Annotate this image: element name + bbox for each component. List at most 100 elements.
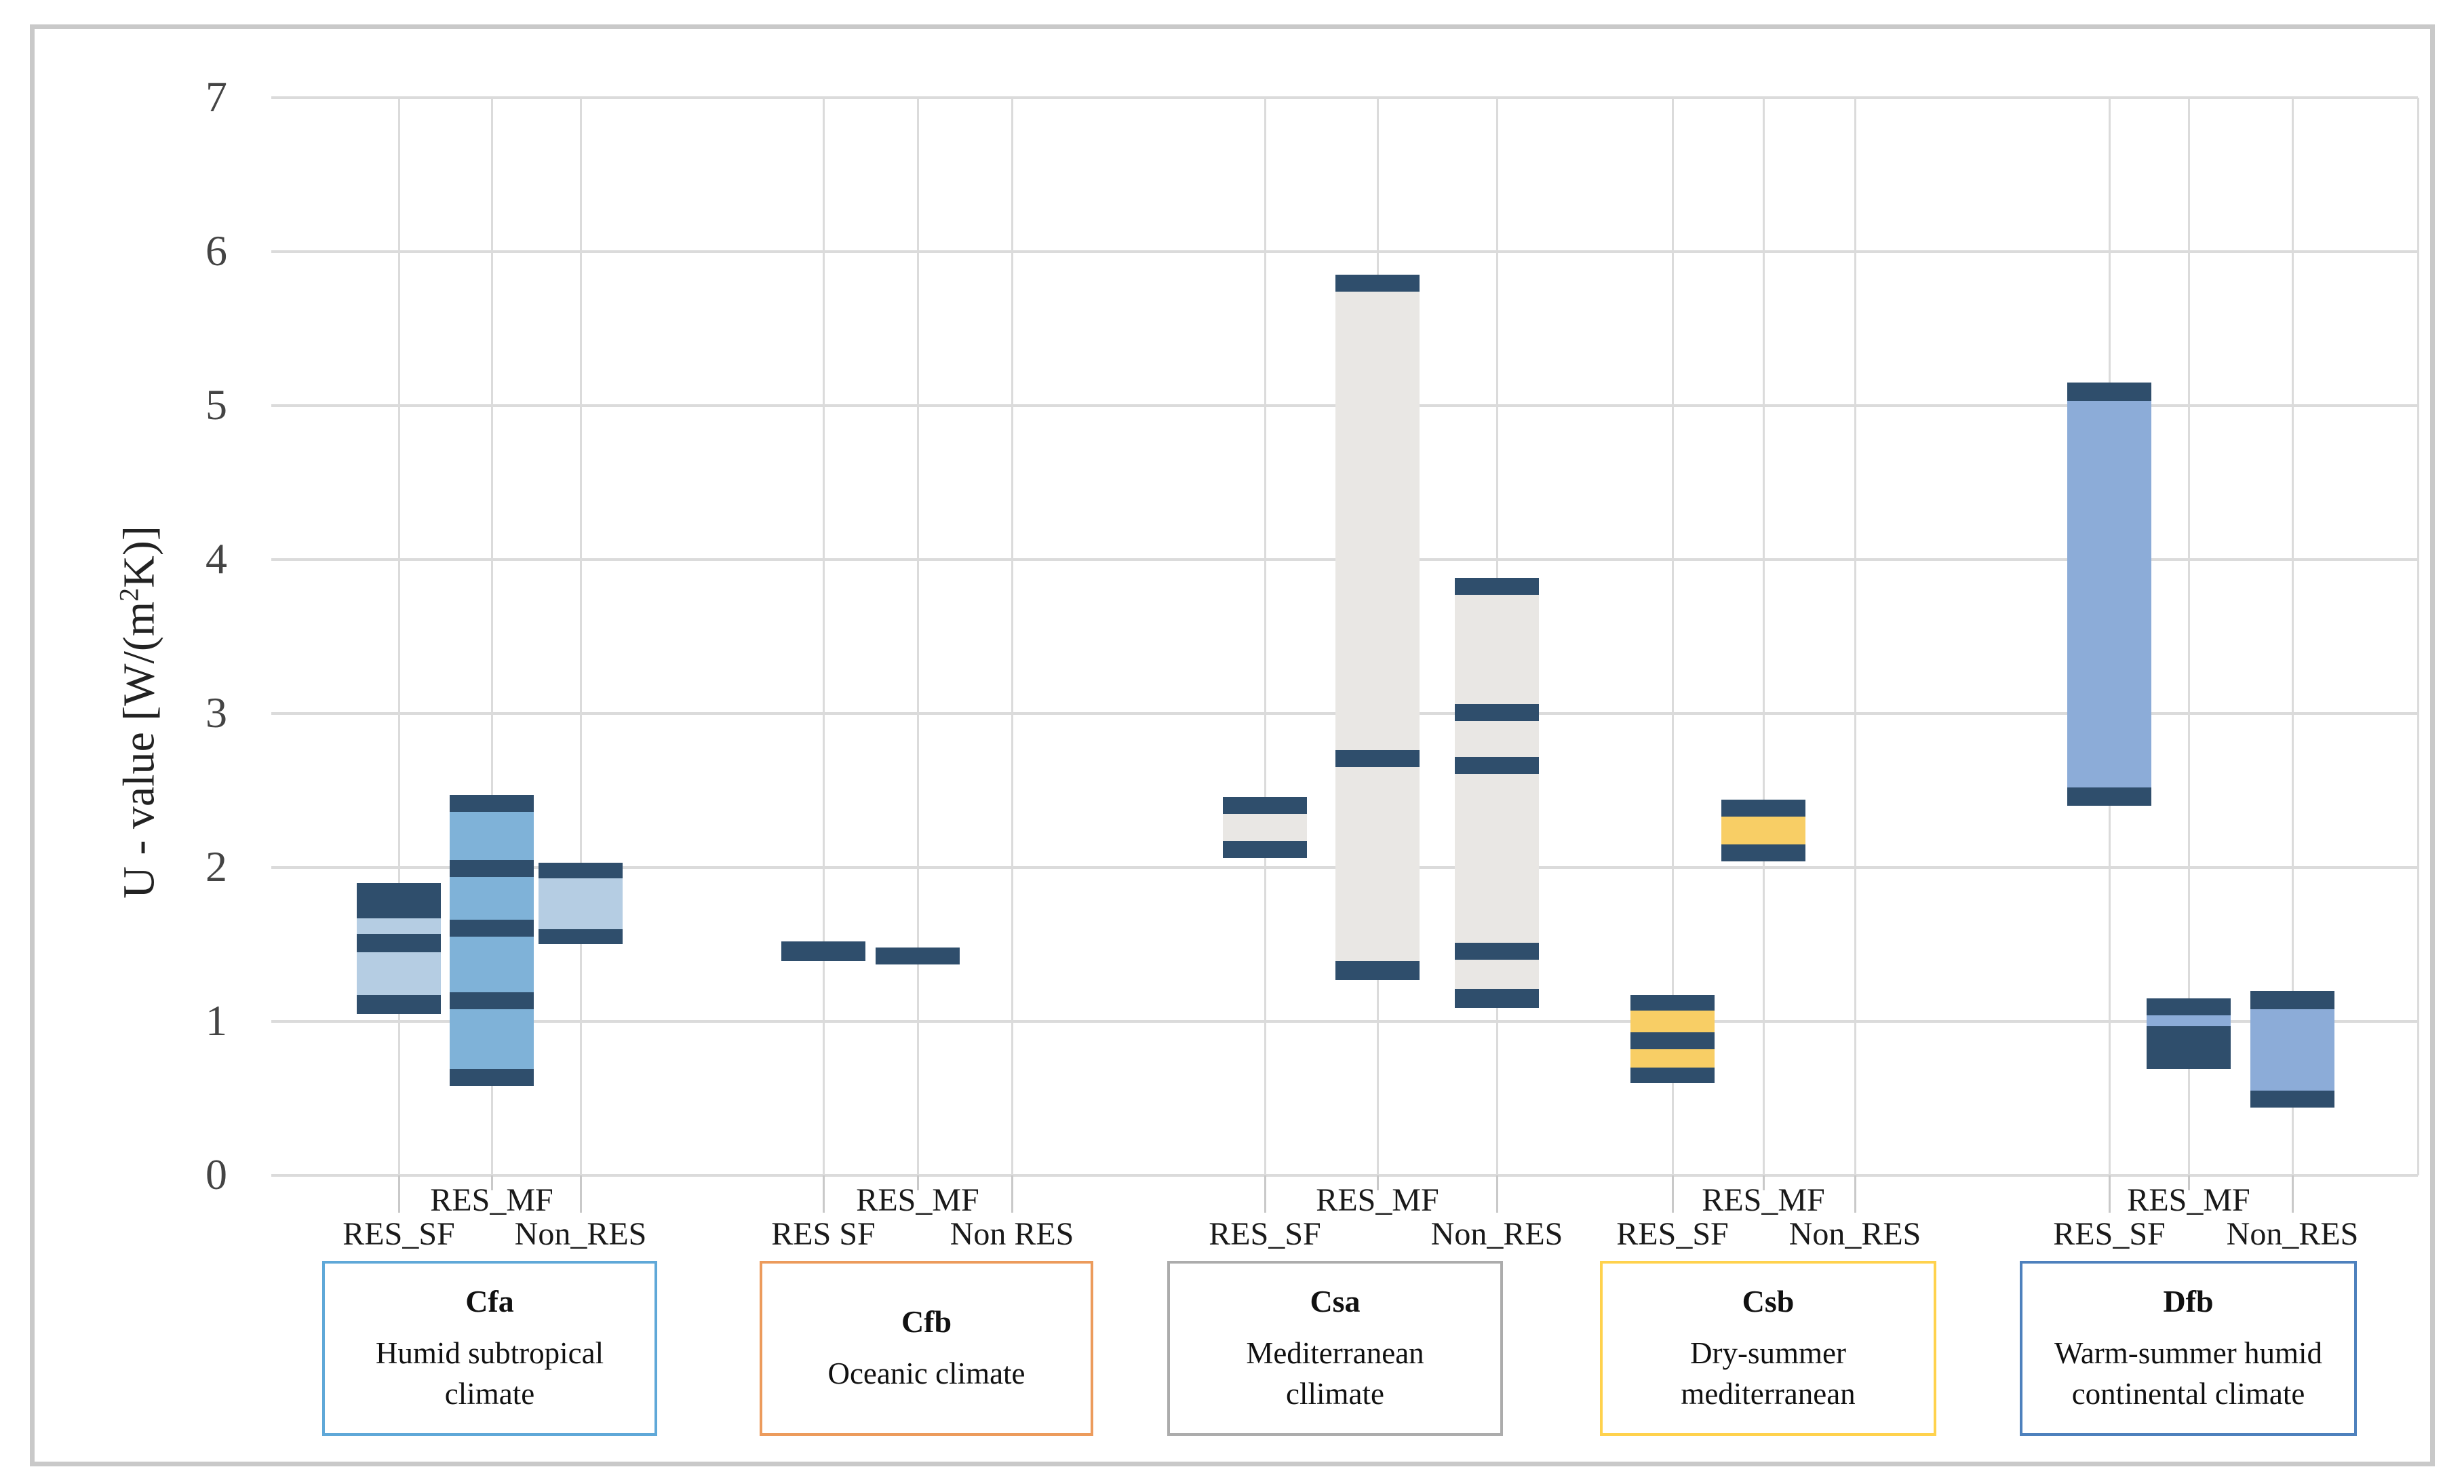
group-desc-Csb-line-0: Dry-summer [1690, 1336, 1846, 1370]
gridline-y-7 [271, 96, 2418, 99]
value-band-Csb-RES_SF-2 [1630, 1068, 1715, 1083]
value-band-Dfb-Non_RES-1 [2250, 1091, 2334, 1108]
group-desc-Csa-line-0: Mediterranean [1246, 1336, 1424, 1370]
value-band-Cfb-RES_SF-0 [781, 941, 865, 962]
gridline-x-1 [491, 98, 493, 1175]
value-band-Cfa-RES_MF-4 [450, 1069, 534, 1087]
value-band-Cfb-RES_MF-0 [876, 948, 960, 964]
figure-border [30, 24, 2435, 1466]
x-label-Csb-mid: RES_MF [1702, 1182, 1825, 1218]
value-band-Cfa-RES_SF-0 [357, 882, 441, 918]
x-label-Csb-right: Non_RES [1788, 1216, 1921, 1252]
value-band-Csa-RES_MF-2 [1335, 961, 1420, 980]
x-label-Dfb-mid: RES_MF [2127, 1182, 2250, 1218]
value-band-Csa-Non_RES-2 [1455, 756, 1539, 774]
value-band-Cfa-RES_MF-3 [450, 992, 534, 1009]
y-tick-label-7: 7 [206, 73, 227, 121]
x-tick-3-1 [1763, 1175, 1765, 1190]
value-band-Dfb-RES_SF-0 [2067, 382, 2151, 402]
range-box-Cfa-RES_MF [450, 795, 534, 1087]
value-band-Csa-Non_RES-3 [1455, 943, 1539, 960]
x-tick-0-2 [580, 1175, 582, 1213]
x-label-Cfa-left: RES_SF [343, 1216, 455, 1252]
gridline-x-6 [1264, 98, 1266, 1175]
gridline-x-3 [823, 98, 825, 1175]
group-desc-Cfb-line-0: Oceanic climate [827, 1356, 1025, 1390]
x-label-Cfa-right: Non_RES [514, 1216, 647, 1252]
range-box-Csa-RES_MF [1335, 275, 1420, 980]
value-band-Dfb-RES_SF-1 [2067, 787, 2151, 806]
value-band-Csa-RES_SF-0 [1223, 796, 1307, 814]
x-tick-0-1 [491, 1175, 493, 1190]
y-tick-label-0: 0 [206, 1150, 227, 1198]
x-tick-4-1 [2188, 1175, 2190, 1190]
range-box-Dfb-RES_SF [2067, 382, 2151, 806]
value-band-Csa-RES_SF-1 [1223, 841, 1307, 859]
group-desc-Csb-line-1: mediterranean [1681, 1377, 1856, 1411]
x-tick-3-0 [1672, 1175, 1674, 1213]
value-band-Dfb-RES_MF-1 [2147, 1026, 2231, 1070]
x-label-Cfb-right: Non RES [950, 1216, 1074, 1252]
value-band-Csb-RES_SF-1 [1630, 1032, 1715, 1049]
group-box-Csa: Csa Mediterranean cllimate [1167, 1261, 1503, 1436]
y-tick-label-5: 5 [206, 380, 227, 429]
value-band-Cfa-RES_SF-2 [357, 995, 441, 1014]
value-band-Csb-RES_MF-1 [1721, 844, 1805, 861]
group-desc-Dfb-line-0: Warm-summer humid [2054, 1336, 2323, 1370]
value-band-Cfa-RES_MF-1 [450, 859, 534, 877]
x-tick-1-2 [1011, 1175, 1013, 1213]
group-desc-Cfa-line-1: climate [444, 1377, 535, 1411]
gridline-x-4 [917, 98, 919, 1175]
value-band-Csa-RES_MF-0 [1335, 275, 1420, 292]
x-tick-4-0 [2109, 1175, 2111, 1213]
group-box-Csb: Csb Dry-summer mediterranean [1600, 1261, 1936, 1436]
group-box-Dfb: Dfb Warm-summer humid continental climate [2020, 1261, 2357, 1436]
value-band-Dfb-RES_MF-0 [2147, 998, 2231, 1015]
group-title-Cfa: Cfa [465, 1284, 514, 1319]
gridline-x-9 [1672, 98, 1674, 1175]
group-title-Cfb: Cfb [901, 1304, 952, 1339]
group-title-Csa: Csa [1310, 1284, 1361, 1319]
x-label-Csa-mid: RES_MF [1316, 1182, 1439, 1218]
value-band-Csa-RES_MF-1 [1335, 750, 1420, 768]
gridline-x-10 [1763, 98, 1765, 1175]
x-label-Csa-right: Non_RES [1430, 1216, 1563, 1252]
x-tick-0-0 [398, 1175, 400, 1213]
x-tick-2-1 [1377, 1175, 1379, 1190]
x-tick-2-0 [1264, 1175, 1266, 1213]
group-desc-Csa-line-1: cllimate [1286, 1377, 1384, 1411]
gridline-x-13 [2188, 98, 2190, 1175]
gridline-x-14 [2292, 98, 2294, 1175]
gridline-x-2 [580, 98, 582, 1175]
value-band-Csa-Non_RES-1 [1455, 704, 1539, 722]
gridline-x-5 [1011, 98, 1013, 1175]
y-tick-label-3: 3 [206, 688, 227, 737]
y-tick-label-2: 2 [206, 842, 227, 891]
group-box-Cfb: Cfb Oceanic climate [760, 1261, 1093, 1436]
y-tick-label-6: 6 [206, 227, 227, 275]
group-desc-Cfa-line-0: Humid subtropical [375, 1336, 604, 1370]
x-tick-1-1 [917, 1175, 919, 1190]
x-label-Cfb-mid: RES_MF [856, 1182, 979, 1218]
value-band-Cfa-Non_RES-0 [539, 863, 623, 878]
gridline-x-11 [1854, 98, 1856, 1175]
gridline-x-0 [398, 98, 400, 1175]
value-band-Dfb-Non_RES-0 [2250, 990, 2334, 1009]
gridline-y-6 [271, 250, 2418, 253]
value-band-Csb-RES_MF-0 [1721, 800, 1805, 817]
x-tick-3-2 [1854, 1175, 1856, 1213]
x-label-Cfb-left: RES SF [771, 1216, 876, 1252]
group-title-Dfb: Dfb [2163, 1284, 2214, 1319]
value-band-Cfa-RES_MF-0 [450, 795, 534, 813]
gridline-x-15 [2417, 98, 2419, 1175]
x-tick-1-0 [823, 1175, 825, 1213]
y-tick-label-1: 1 [206, 996, 227, 1044]
x-tick-4-2 [2292, 1175, 2294, 1213]
group-title-Csb: Csb [1742, 1284, 1795, 1319]
x-label-Dfb-left: RES_SF [2053, 1216, 2166, 1252]
range-box-Dfb-Non_RES [2250, 990, 2334, 1108]
gridline-y-0 [271, 1174, 2418, 1177]
y-tick-label-4: 4 [206, 534, 227, 583]
value-band-Csa-Non_RES-0 [1455, 578, 1539, 595]
value-band-Csb-RES_SF-0 [1630, 995, 1715, 1011]
